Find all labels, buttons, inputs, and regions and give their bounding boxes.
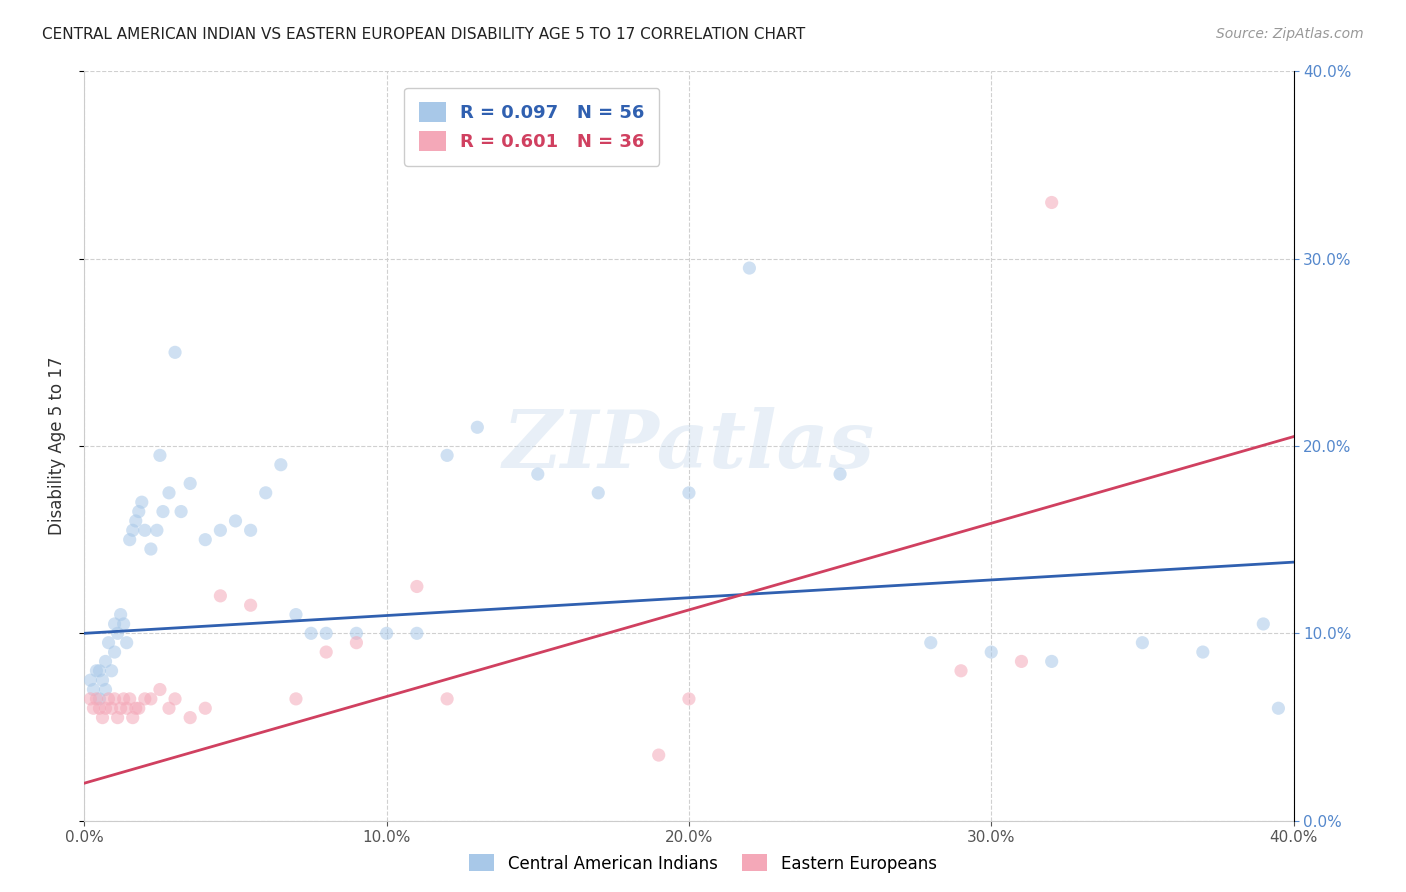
Point <box>97 635 120 649</box>
Point <box>1267 701 1289 715</box>
Point <box>86 692 108 706</box>
Point <box>1130 635 1153 649</box>
Point <box>270 458 292 472</box>
Point <box>94 701 117 715</box>
Point <box>112 692 135 706</box>
Point <box>134 692 156 706</box>
Point <box>239 599 262 613</box>
Point <box>107 710 129 724</box>
Point <box>980 645 1002 659</box>
Point <box>179 710 201 724</box>
Point <box>165 692 187 706</box>
Point <box>588 486 610 500</box>
Point <box>285 692 308 706</box>
Point <box>118 533 141 547</box>
Point <box>94 682 117 697</box>
Point <box>285 607 308 622</box>
Point <box>527 467 550 482</box>
Y-axis label: Disability Age 5 to 17: Disability Age 5 to 17 <box>48 357 66 535</box>
Point <box>104 645 127 659</box>
Point <box>194 701 217 715</box>
Point <box>107 626 129 640</box>
Point <box>115 635 138 649</box>
Point <box>436 449 458 463</box>
Point <box>1011 655 1033 669</box>
Legend: Central American Indians, Eastern Europeans: Central American Indians, Eastern Europe… <box>463 847 943 880</box>
Point <box>125 701 148 715</box>
Point <box>100 664 122 678</box>
Point <box>128 701 150 715</box>
Point <box>157 701 180 715</box>
Point <box>91 710 114 724</box>
Point <box>1253 617 1275 632</box>
Point <box>1192 645 1215 659</box>
Legend: R = 0.097   N = 56, R = 0.601   N = 36: R = 0.097 N = 56, R = 0.601 N = 36 <box>405 88 659 166</box>
Point <box>738 261 761 276</box>
Point <box>79 692 101 706</box>
Point <box>950 664 973 678</box>
Point <box>157 486 180 500</box>
Point <box>125 514 148 528</box>
Point <box>165 345 187 359</box>
Point <box>194 533 217 547</box>
Point <box>94 655 117 669</box>
Point <box>139 542 162 557</box>
Point <box>225 514 247 528</box>
Point <box>315 626 337 640</box>
Point <box>406 580 429 594</box>
Point <box>315 645 337 659</box>
Point <box>82 682 104 697</box>
Point <box>100 701 122 715</box>
Point <box>112 617 135 632</box>
Point <box>436 692 458 706</box>
Point <box>91 673 114 688</box>
Point <box>299 626 322 640</box>
Point <box>110 701 132 715</box>
Point <box>467 420 489 434</box>
Point <box>146 524 169 538</box>
Text: CENTRAL AMERICAN INDIAN VS EASTERN EUROPEAN DISABILITY AGE 5 TO 17 CORRELATION C: CENTRAL AMERICAN INDIAN VS EASTERN EUROP… <box>42 27 806 42</box>
Point <box>170 505 193 519</box>
Text: Source: ZipAtlas.com: Source: ZipAtlas.com <box>1216 27 1364 41</box>
Point <box>648 747 671 762</box>
Point <box>131 495 153 509</box>
Point <box>89 701 111 715</box>
Point <box>86 664 108 678</box>
Text: ZIPatlas: ZIPatlas <box>503 408 875 484</box>
Point <box>149 682 172 697</box>
Point <box>82 701 104 715</box>
Point <box>104 617 127 632</box>
Point <box>152 505 174 519</box>
Point <box>346 626 368 640</box>
Point <box>1040 195 1063 210</box>
Point <box>139 692 162 706</box>
Point <box>920 635 942 649</box>
Point <box>678 692 700 706</box>
Point <box>149 449 172 463</box>
Point <box>179 476 201 491</box>
Point <box>118 692 141 706</box>
Point <box>209 524 232 538</box>
Point <box>97 692 120 706</box>
Point <box>346 635 368 649</box>
Point <box>209 589 232 603</box>
Point <box>128 505 150 519</box>
Point <box>89 664 111 678</box>
Point <box>830 467 852 482</box>
Point <box>115 701 138 715</box>
Point <box>678 486 700 500</box>
Point <box>110 607 132 622</box>
Point <box>89 692 111 706</box>
Point <box>1040 655 1063 669</box>
Point <box>121 710 143 724</box>
Point <box>406 626 429 640</box>
Point <box>254 486 277 500</box>
Point <box>134 524 156 538</box>
Point <box>121 524 143 538</box>
Point <box>79 673 101 688</box>
Point <box>239 524 262 538</box>
Point <box>375 626 398 640</box>
Point <box>104 692 127 706</box>
